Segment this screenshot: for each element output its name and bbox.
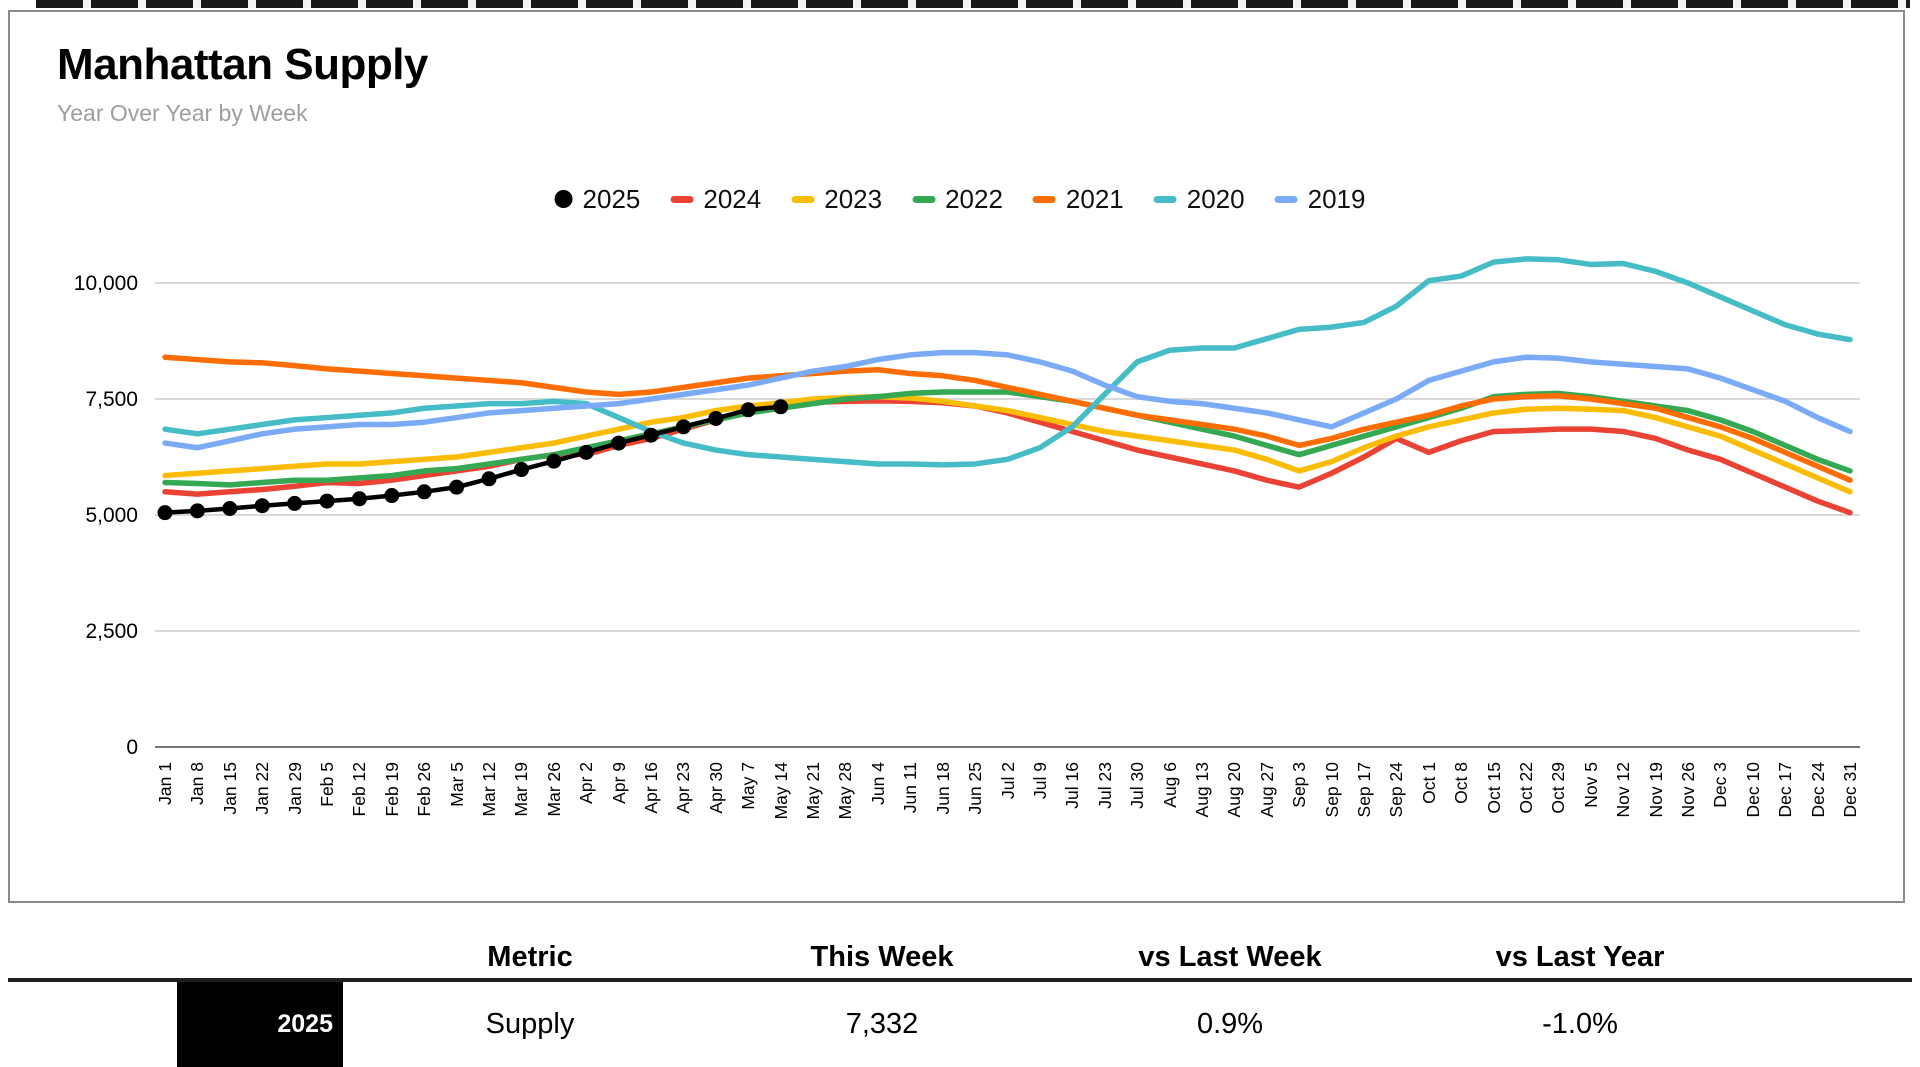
x-axis-line <box>155 746 1860 748</box>
gridline <box>155 514 1860 516</box>
legend-item-2024: 2024 <box>670 184 761 215</box>
gridline <box>155 630 1860 632</box>
line-swatch-icon-2024 <box>670 195 694 203</box>
header-this-week: This Week <box>810 941 954 973</box>
x-tick-label: May 28 <box>835 762 856 820</box>
x-tick-label: Oct 22 <box>1515 762 1536 814</box>
header-vs-last-year: vs Last Year <box>1495 941 1665 973</box>
y-tick-label: 2,500 <box>85 620 138 643</box>
circle-marker-icon-2025 <box>554 190 573 208</box>
x-tick-label: Mar 19 <box>511 762 532 817</box>
x-tick-label: May 21 <box>803 762 824 820</box>
x-tick-label: Sep 17 <box>1353 762 1374 818</box>
x-tick-label: Jul 23 <box>1094 762 1115 809</box>
table-divider <box>8 978 1912 982</box>
x-tick-label: Oct 29 <box>1548 762 1569 814</box>
x-tick-label: Apr 30 <box>705 762 726 814</box>
chart-title: Manhattan Supply <box>57 40 428 89</box>
x-tick-label: Apr 9 <box>608 762 629 804</box>
legend-item-2020: 2020 <box>1153 183 1245 215</box>
x-tick-label: Jul 2 <box>997 762 1018 799</box>
gridline <box>155 398 1860 400</box>
y-tick-label: 0 <box>126 736 138 759</box>
legend-item-2022: 2022 <box>912 184 1003 215</box>
x-tick-label: Jan 22 <box>252 762 273 815</box>
x-tick-label: Dec 24 <box>1807 762 1828 818</box>
x-tick-label: Mar 26 <box>543 762 564 817</box>
x-tick-label: May 7 <box>738 762 759 810</box>
x-tick-label: Dec 10 <box>1742 762 1763 818</box>
legend-label: 2021 <box>1065 183 1124 214</box>
x-tick-label: Oct 15 <box>1483 762 1504 814</box>
cell-this-week: 7,332 <box>845 1008 919 1040</box>
x-tick-label: Jan 8 <box>187 762 208 805</box>
line-swatch-icon-2020 <box>1153 195 1177 203</box>
x-tick-label: Mar 12 <box>479 762 500 817</box>
year-badge: 2025 <box>177 982 343 1067</box>
x-tick-label: Jun 25 <box>965 762 986 815</box>
cell-metric: Supply <box>485 1008 575 1040</box>
x-tick-label: Jan 1 <box>155 762 175 805</box>
x-tick-label: Apr 2 <box>576 762 597 804</box>
legend-label: 2025 <box>582 183 641 214</box>
x-tick-label: Oct 1 <box>1418 762 1439 804</box>
x-tick-label: Dec 3 <box>1710 762 1731 808</box>
x-tick-label: Jun 4 <box>867 762 888 805</box>
x-tick-label: Aug 6 <box>1159 762 1180 808</box>
x-tick-label: Aug 20 <box>1224 762 1245 818</box>
chart-legend: 2025 2024 2023 2022 2021 2020 2019 <box>554 182 1366 216</box>
browser-edge-strip <box>36 0 1910 8</box>
x-tick-label: Mar 5 <box>446 762 467 807</box>
x-tick-label: Apr 23 <box>673 762 694 814</box>
x-tick-label: Nov 5 <box>1580 762 1601 808</box>
header-metric: Metric <box>487 941 573 973</box>
y-tick-label: 10,000 <box>73 272 138 295</box>
legend-label: 2024 <box>703 183 762 214</box>
x-tick-label: Oct 8 <box>1451 762 1472 804</box>
x-tick-label: Sep 10 <box>1321 762 1342 818</box>
x-tick-label: Jan 15 <box>219 762 240 815</box>
x-tick-label: Jun 11 <box>900 762 921 814</box>
legend-item-2021: 2021 <box>1032 183 1124 215</box>
x-tick-label: Jul 9 <box>1029 762 1050 799</box>
cell-vs-last-year: -1.0% <box>1542 1008 1618 1040</box>
x-tick-label: Dec 31 <box>1840 762 1860 818</box>
legend-label: 2023 <box>824 183 883 214</box>
x-tick-label: Nov 19 <box>1645 762 1666 818</box>
x-tick-label: Jan 29 <box>284 762 305 815</box>
x-tick-label: Aug 13 <box>1191 762 1212 818</box>
x-tick-label: Feb 5 <box>317 762 338 807</box>
chart-subtitle: Year Over Year by Week <box>57 100 308 126</box>
y-tick-label: 7,500 <box>85 388 138 411</box>
x-tick-label: Feb 12 <box>349 762 370 817</box>
x-tick-label: Apr 16 <box>641 762 662 814</box>
x-tick-label: Feb 26 <box>414 762 435 817</box>
x-tick-label: Jul 30 <box>1127 762 1148 809</box>
x-tick-label: May 14 <box>770 762 791 820</box>
legend-item-2025: 2025 <box>554 183 641 215</box>
legend-item-2023: 2023 <box>791 184 882 215</box>
line-swatch-icon-2023 <box>791 195 815 203</box>
x-tick-label: Jul 16 <box>1062 762 1083 809</box>
gridline <box>155 282 1860 284</box>
x-tick-label: Nov 26 <box>1677 762 1698 818</box>
x-tick-label: Feb 19 <box>381 762 402 817</box>
line-swatch-icon-2021 <box>1032 195 1056 203</box>
legend-label: 2022 <box>945 183 1003 214</box>
legend-item-2019: 2019 <box>1274 183 1366 215</box>
x-tick-label: Sep 3 <box>1289 762 1310 808</box>
legend-label: 2019 <box>1307 183 1366 214</box>
line-swatch-icon-2022 <box>912 195 936 203</box>
x-tick-label: Nov 12 <box>1613 762 1634 818</box>
line-swatch-icon-2019 <box>1274 195 1298 203</box>
header-vs-last-week: vs Last Week <box>1138 941 1322 973</box>
legend-label: 2020 <box>1186 183 1245 214</box>
y-tick-label: 5,000 <box>85 504 138 527</box>
x-tick-label: Jun 18 <box>932 762 953 815</box>
x-tick-label: Dec 17 <box>1775 762 1796 818</box>
x-tick-label: Aug 27 <box>1256 762 1277 818</box>
cell-vs-last-week: 0.9% <box>1196 1008 1264 1040</box>
x-tick-label: Sep 24 <box>1386 762 1407 818</box>
